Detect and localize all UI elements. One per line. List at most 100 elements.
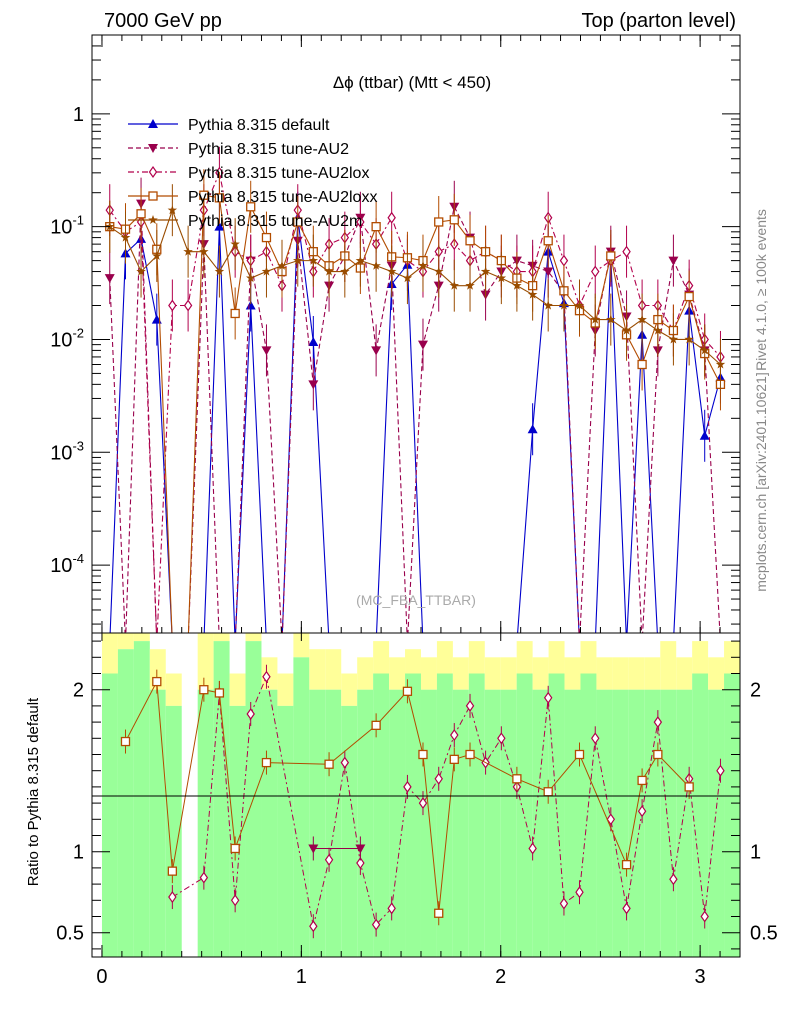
- series-line-3: [109, 194, 721, 633]
- data-point: [559, 254, 569, 267]
- band-outer-bin: [117, 633, 134, 650]
- ratio-point: [559, 897, 569, 910]
- ratio-point: [230, 894, 240, 907]
- data-point: [449, 215, 459, 225]
- ratio-point: [402, 686, 413, 696]
- ratio-y-tick-label-right: 0.5: [750, 923, 778, 945]
- band-inner-bin: [484, 689, 501, 957]
- band-outer-bin: [676, 657, 693, 690]
- legend-marker: [148, 191, 158, 201]
- band-inner-bin: [452, 689, 469, 957]
- band-inner-bin: [548, 673, 565, 957]
- data-point: [261, 266, 272, 276]
- ratio-ylabel: Ratio to Pythia 8.315 default: [25, 697, 42, 886]
- band-outer-bin: [612, 657, 629, 690]
- data-point: [293, 255, 303, 265]
- data-point: [715, 359, 726, 369]
- ratio-point: [543, 691, 553, 704]
- data-point: [606, 251, 616, 261]
- band-inner-bin: [468, 673, 485, 957]
- data-point: [653, 325, 663, 335]
- ratio-point: [324, 853, 334, 866]
- data-point: [700, 345, 710, 355]
- y-tick-label: 1: [73, 104, 84, 126]
- ratio-point: [622, 902, 631, 915]
- ratio-point: [246, 707, 255, 721]
- band-inner-bin: [436, 673, 453, 957]
- band-inner-bin: [261, 689, 278, 957]
- axes: 0 1 2 3 10-4 10-3 10-2 10-1 1 0.5 0.5 1 1 2 2: [50, 34, 778, 988]
- data-point: [465, 280, 475, 290]
- data-point: [543, 267, 554, 277]
- series-line-2: [109, 170, 721, 633]
- data-point: [559, 300, 569, 310]
- band-inner-bin: [149, 689, 166, 957]
- ratio-point: [669, 873, 678, 886]
- data-point: [684, 334, 694, 344]
- ratio-point: [512, 774, 522, 784]
- data-point: [527, 289, 538, 299]
- band-inner-bin: [708, 689, 725, 957]
- data-point: [434, 266, 444, 276]
- data-point: [167, 205, 178, 215]
- x-tick-label: 1: [296, 966, 307, 988]
- band-inner-bin: [532, 689, 549, 957]
- band-outer-bin: [468, 641, 485, 674]
- legend-marker: [148, 215, 158, 224]
- data-point: [606, 314, 616, 324]
- y-tick-label: 10-4: [50, 551, 84, 577]
- band-outer-bin: [436, 641, 453, 674]
- x-tick-label: 2: [495, 966, 506, 988]
- band-inner-bin: [692, 673, 709, 957]
- y-tick-label: 10-3: [50, 438, 84, 464]
- ratio-point: [214, 688, 225, 698]
- data-point: [480, 266, 491, 276]
- data-point: [199, 190, 209, 200]
- data-point: [386, 266, 397, 276]
- ratio-point: [403, 780, 412, 793]
- band-outer-bin: [452, 657, 469, 690]
- ratio-point: [653, 716, 663, 729]
- ratio-point: [371, 720, 381, 730]
- data-point: [637, 314, 647, 324]
- ratio-point: [371, 918, 381, 931]
- legend-marker: [148, 165, 158, 179]
- ratio-point: [199, 871, 209, 884]
- band-outer-bin: [500, 657, 517, 690]
- legend-entry: Pythia 8.315 tune-AU2m: [188, 213, 362, 230]
- band-inner-bin: [325, 689, 342, 957]
- band-outer-bin: [660, 641, 677, 690]
- data-point: [527, 424, 538, 434]
- data-point: [308, 336, 319, 346]
- ratio-point: [684, 782, 694, 792]
- series-line-1: [109, 203, 721, 633]
- data-point: [371, 346, 382, 356]
- data-point: [684, 291, 694, 302]
- ratio-point: [199, 685, 209, 695]
- data-point: [151, 314, 162, 324]
- ratio-point: [497, 732, 506, 745]
- band-inner-bin: [389, 689, 406, 957]
- legend-marker: [148, 144, 158, 153]
- band-inner-bin: [373, 673, 390, 957]
- ratio-point: [716, 764, 725, 777]
- data-point: [293, 217, 303, 227]
- data-point: [261, 232, 272, 243]
- data-point: [324, 266, 334, 276]
- data-point: [591, 265, 600, 278]
- ratio-y-tick-label-right: 2: [750, 680, 761, 702]
- band-outer-bin: [357, 657, 374, 690]
- data-point: [465, 236, 475, 246]
- band-inner-bin: [293, 657, 310, 957]
- ratio-point: [700, 910, 709, 923]
- band-outer-bin: [229, 673, 246, 706]
- band-outer-bin: [389, 657, 406, 690]
- band-outer-bin: [420, 657, 437, 690]
- ratio-y-tick-label-right: 1: [750, 842, 761, 864]
- data-point: [261, 346, 272, 356]
- ratio-point: [637, 775, 647, 786]
- ratio-y-tick-label: 2: [73, 680, 84, 702]
- band-inner-bin: [277, 705, 294, 957]
- watermark: (MC_FBA_TTBAR): [356, 592, 476, 608]
- band-inner-bin: [197, 689, 214, 957]
